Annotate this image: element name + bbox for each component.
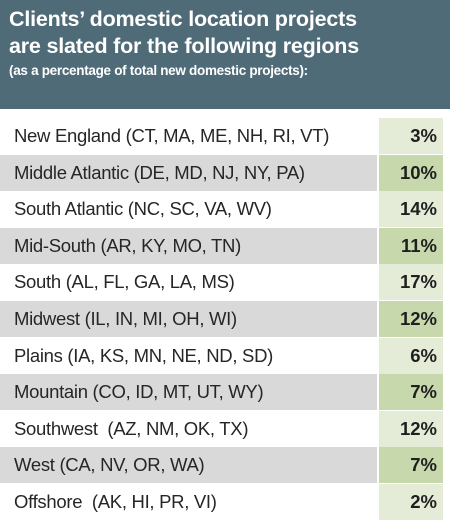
region-percentage: 10% [379,154,443,191]
region-label: Southwest (AZ, NM, OK, TX) [0,411,377,447]
table-row: New England (CT, MA, ME, NH, RI, VT) 3% [0,118,450,154]
region-name: South [14,271,61,293]
region-percentage: 7% [379,374,443,411]
region-name: West [14,454,55,476]
table-row: Midwest (IL, IN, MI, OH, WI) 12% [0,300,450,337]
region-name: Plains [14,344,63,366]
region-percentage: 7% [379,447,443,484]
region-label: Middle Atlantic (DE, MD, NJ, NY, PA) [0,154,377,191]
table-row: Middle Atlantic (DE, MD, NJ, NY, PA) 10% [0,154,450,191]
region-states: (CT, MA, ME, NH, RI, VT) [120,125,330,146]
region-percentage: 14% [379,191,443,228]
table-row: Mountain (CO, ID, MT, UT, WY) 7% [0,374,450,411]
region-states: (IL, IN, MI, OH, WI) [79,307,238,329]
table-row: Plains (IA, KS, MN, NE, ND, SD) 6% [0,337,450,374]
region-label: New England (CT, MA, ME, NH, RI, VT) [0,118,377,154]
table-row: Mid-South (AR, KY, MO, TN) 11% [0,227,450,264]
region-name: Mid-South [14,234,96,256]
region-states: (AL, FL, GA, LA, MS) [60,271,235,293]
region-name: New England [14,125,121,146]
title-line-1: Clients’ domestic location projects [9,7,357,31]
header-banner: Clients’ domestic location projects are … [0,0,450,109]
region-label: West (CA, NV, OR, WA) [0,447,377,484]
region-states: (NC, SC, VA, WV) [122,198,272,220]
region-percentage: 2% [379,483,443,520]
region-label: Midwest (IL, IN, MI, OH, WI) [0,300,377,337]
region-percentage: 11% [379,227,443,264]
title-line-2: are slated for the following regions [9,34,359,58]
region-name: Mountain [14,381,88,403]
region-name: Middle Atlantic [14,161,129,183]
table-row: Offshore (AK, HI, PR, VI) 2% [0,483,450,520]
region-name: Midwest [14,307,80,329]
region-states: (AZ, NM, OK, TX) [97,417,249,439]
region-percentage: 12% [379,300,443,337]
table-row: Southwest (AZ, NM, OK, TX) 12% [0,410,450,447]
region-name: South Atlantic [14,198,123,220]
region-label: South Atlantic (NC, SC, VA, WV) [0,191,377,227]
region-percentage: 6% [379,337,443,374]
region-states: (IA, KS, MN, NE, ND, SD) [62,344,274,366]
region-label: Mountain (CO, ID, MT, UT, WY) [0,374,377,411]
table-row: West (CA, NV, OR, WA) 7% [0,447,450,484]
region-name: Southwest [14,417,98,439]
region-states: (DE, MD, NJ, NY, PA) [128,161,305,183]
region-percentage: 17% [379,264,443,301]
region-percentage: 3% [379,118,443,154]
region-percentage: 12% [379,410,443,447]
region-label: Mid-South (AR, KY, MO, TN) [0,227,377,264]
subtitle: (as a percentage of total new domestic p… [9,63,308,78]
region-states: (CA, NV, OR, WA) [54,454,205,476]
region-states: (AR, KY, MO, TN) [95,234,241,256]
region-states: (CO, ID, MT, UT, WY) [87,381,264,403]
region-name: Offshore [14,490,83,512]
table-row: South (AL, FL, GA, LA, MS) 17% [0,264,450,301]
region-states: (AK, HI, PR, VI) [82,490,217,512]
region-label: Plains (IA, KS, MN, NE, ND, SD) [0,338,377,374]
table-row: South Atlantic (NC, SC, VA, WV) 14% [0,191,450,228]
region-label: Offshore (AK, HI, PR, VI) [0,484,377,520]
region-label: South (AL, FL, GA, LA, MS) [0,264,377,300]
regions-table: New England (CT, MA, ME, NH, RI, VT) 3% … [0,118,450,521]
